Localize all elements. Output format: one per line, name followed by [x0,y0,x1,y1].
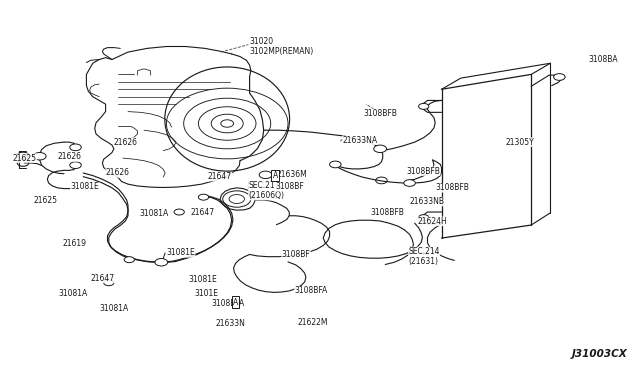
Text: 31081E: 31081E [70,182,99,191]
Text: 21626: 21626 [114,138,138,147]
Circle shape [33,153,46,160]
Text: J31003CX: J31003CX [572,349,627,359]
Text: A: A [233,298,238,307]
Text: 3108BA: 3108BA [589,55,618,64]
Text: 3108BFB: 3108BFB [364,109,397,118]
Text: 3108BFB: 3108BFB [370,208,404,217]
Text: 3108BF: 3108BF [275,182,304,191]
Text: 3101E: 3101E [194,289,218,298]
Circle shape [330,161,341,168]
Circle shape [104,280,114,286]
Circle shape [419,215,429,221]
Circle shape [70,162,81,169]
Text: 21622M: 21622M [298,318,328,327]
Text: 31020
3102MP(REMAN): 31020 3102MP(REMAN) [250,37,314,56]
Text: 31081A: 31081A [59,289,88,298]
Circle shape [198,194,209,200]
Text: SEC.213
(21606Q): SEC.213 (21606Q) [248,181,284,200]
Circle shape [155,259,168,266]
Text: 3108BFA: 3108BFA [211,299,244,308]
Text: 31081E: 31081E [189,275,218,283]
Text: 21633N: 21633N [216,319,246,328]
Text: 3108BFA: 3108BFA [294,286,328,295]
Circle shape [174,209,184,215]
Text: 31081E: 31081E [166,248,195,257]
Text: 21633NB: 21633NB [410,197,445,206]
Text: 21626: 21626 [58,153,82,161]
Circle shape [554,74,565,80]
Text: 21647: 21647 [91,274,115,283]
Text: 21619: 21619 [63,239,87,248]
Circle shape [404,180,415,186]
Circle shape [374,145,387,153]
Text: A: A [273,171,278,180]
Circle shape [259,171,272,179]
Text: 31081A: 31081A [140,209,169,218]
Circle shape [70,144,81,151]
Text: 21626: 21626 [106,169,130,177]
Circle shape [419,103,429,109]
Text: 21305Y: 21305Y [506,138,534,147]
Text: 3108BFB: 3108BFB [406,167,440,176]
Text: 3108BF: 3108BF [282,250,310,259]
Text: 21624H: 21624H [418,217,447,226]
Text: 21625: 21625 [13,154,36,163]
Text: SEC.214
(21631): SEC.214 (21631) [408,247,440,266]
Circle shape [124,257,134,263]
Text: 21625: 21625 [34,196,58,205]
Text: 21647: 21647 [191,208,215,217]
Text: 21636M: 21636M [276,170,307,179]
Text: 21633NA: 21633NA [342,136,378,145]
Text: 31081A: 31081A [99,304,129,313]
Text: 21647: 21647 [208,172,232,181]
Text: 3108BFB: 3108BFB [435,183,469,192]
